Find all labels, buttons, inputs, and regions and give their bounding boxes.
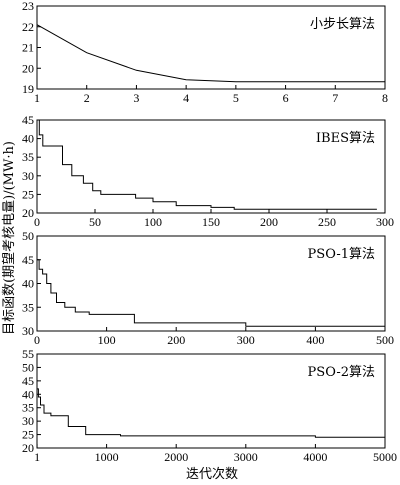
x-tick-label-2-4: 200	[260, 215, 278, 229]
y-tick-label-3-3: 45	[22, 253, 34, 267]
x-tick-label-3-1: 100	[98, 333, 116, 347]
series-line-3-1	[37, 259, 385, 327]
y-tick-label-4-1: 25	[22, 428, 34, 442]
x-tick-label-2-1: 50	[89, 215, 101, 229]
x-tick-label-1-4: 5	[233, 91, 239, 105]
x-tick-label-1-5: 6	[283, 91, 289, 105]
x-tick-label-1-1: 2	[84, 91, 90, 105]
series-line-4-1	[37, 388, 385, 438]
y-tick-label-3-2: 40	[22, 277, 34, 291]
chart-title-2: IBES算法	[316, 131, 375, 146]
y-tick-label-4-5: 45	[22, 374, 34, 388]
x-tick-label-1-2: 3	[133, 91, 139, 105]
x-tick-label-4-0: 1	[34, 450, 40, 464]
y-tick-label-1-3: 22	[22, 20, 34, 34]
x-tick-label-2-2: 100	[144, 215, 162, 229]
x-tick-label-3-2: 200	[167, 333, 185, 347]
y-tick-label-1-2: 21	[22, 41, 34, 55]
y-tick-label-1-0: 19	[22, 82, 34, 96]
plot-frame-4	[36, 353, 386, 449]
chart-title-3: PSO-1算法	[308, 247, 375, 262]
y-tick-label-4-0: 20	[22, 441, 34, 455]
y-tick-label-3-4: 50	[22, 229, 34, 243]
x-tick-label-4-3: 3000	[234, 450, 258, 464]
y-axis-title: 目标函数(期望考核电量)/(MW·h)	[1, 141, 17, 335]
x-tick-label-2-6: 300	[376, 215, 394, 229]
x-tick-label-1-3: 4	[183, 91, 189, 105]
y-tick-label-2-2: 30	[22, 169, 34, 183]
y-tick-label-2-5: 45	[22, 113, 34, 127]
y-tick-label-2-4: 40	[22, 132, 34, 146]
x-tick-label-1-6: 7	[332, 91, 338, 105]
x-tick-label-3-0: 0	[34, 333, 40, 347]
x-tick-label-2-0: 0	[34, 215, 40, 229]
x-tick-label-3-5: 500	[376, 333, 394, 347]
x-tick-label-4-2: 2000	[164, 450, 188, 464]
y-tick-label-2-0: 20	[22, 206, 34, 220]
y-tick-label-3-0: 30	[22, 324, 34, 338]
x-tick-label-2-3: 150	[202, 215, 220, 229]
y-tick-label-4-2: 30	[22, 414, 34, 428]
series-line-1-1	[36, 24, 385, 83]
series-line-2-1	[37, 119, 377, 210]
y-tick-label-4-4: 40	[22, 387, 34, 401]
x-tick-label-1-7: 8	[382, 91, 388, 105]
x-tick-label-3-4: 400	[306, 333, 324, 347]
x-tick-label-4-4: 4000	[303, 450, 327, 464]
y-tick-label-2-3: 35	[22, 150, 34, 164]
y-tick-label-4-6: 50	[22, 360, 34, 374]
chart-title-1: 小步长算法	[310, 17, 375, 32]
x-tick-label-4-1: 1000	[95, 450, 119, 464]
y-tick-label-1-1: 20	[22, 61, 34, 75]
y-tick-label-3-1: 35	[22, 300, 34, 314]
y-tick-label-1-4: 23	[22, 0, 34, 13]
x-axis-title: 迭代次数	[186, 466, 238, 482]
y-tick-label-4-3: 35	[22, 401, 34, 415]
x-tick-label-3-3: 300	[237, 333, 255, 347]
x-tick-label-4-5: 5000	[373, 450, 397, 464]
y-tick-label-4-7: 55	[22, 347, 34, 361]
y-tick-label-2-1: 25	[22, 187, 34, 201]
x-tick-label-1-0: 1	[34, 91, 40, 105]
chart-title-4: PSO-2算法	[308, 365, 375, 380]
x-tick-label-2-5: 250	[318, 215, 336, 229]
